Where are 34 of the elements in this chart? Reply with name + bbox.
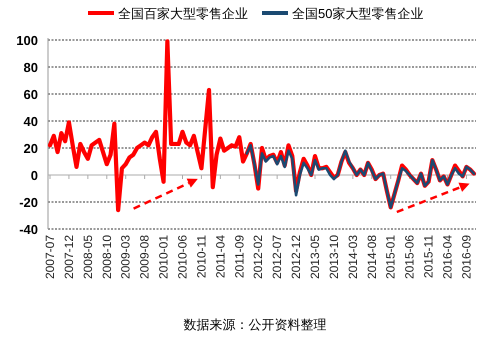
- y-tick-label: 100: [16, 33, 38, 48]
- x-tick-label: 2013-10: [326, 234, 341, 280]
- legend-label: 全国百家大型零售企业: [118, 6, 248, 21]
- x-tick-label: 2016-09: [459, 234, 474, 280]
- x-tick-label: 2015-11: [422, 234, 436, 278]
- x-tick-label: 2014-03: [346, 234, 360, 280]
- y-tick-label: 80: [24, 60, 38, 75]
- y-tick-label: 0: [30, 168, 38, 183]
- x-tick-label: 2009-08: [138, 234, 152, 280]
- x-tick-label: 2008-05: [80, 234, 95, 280]
- x-tick-label: 2011-04: [213, 234, 228, 278]
- y-tick-label: 40: [24, 114, 38, 129]
- x-tick-label: 2012-07: [270, 234, 284, 280]
- y-tick-label: 20: [24, 141, 38, 156]
- y-tick-label: -20: [19, 195, 38, 210]
- x-tick-label: 2012-12: [289, 234, 304, 280]
- x-tick-label: 2015-06: [402, 234, 417, 280]
- x-tick-label: 2008-10: [100, 234, 114, 280]
- legend-label: 全国50家大型零售企业: [292, 6, 424, 21]
- x-tick-label: 2014-08: [364, 234, 379, 280]
- x-tick-label: 2013-05: [308, 234, 322, 280]
- x-tick-label: 2007-07: [43, 234, 57, 280]
- y-tick-label: 60: [24, 87, 38, 102]
- x-tick-label: 2007-12: [62, 234, 76, 280]
- y-tick-label: -40: [19, 222, 38, 237]
- x-tick-label: 2010-11: [194, 234, 208, 278]
- x-tick-label: 2012-02: [251, 234, 266, 280]
- x-tick-label: 2010-06: [176, 234, 190, 280]
- x-tick-label: 2015-01: [384, 234, 398, 280]
- x-tick-label: 2011-09: [232, 234, 246, 278]
- x-tick-label: 2009-03: [118, 234, 133, 280]
- x-tick-label: 2010-01: [156, 234, 171, 280]
- source-note: 数据来源：公开资料整理: [184, 317, 326, 332]
- x-tick-label: 2016-04: [440, 234, 454, 280]
